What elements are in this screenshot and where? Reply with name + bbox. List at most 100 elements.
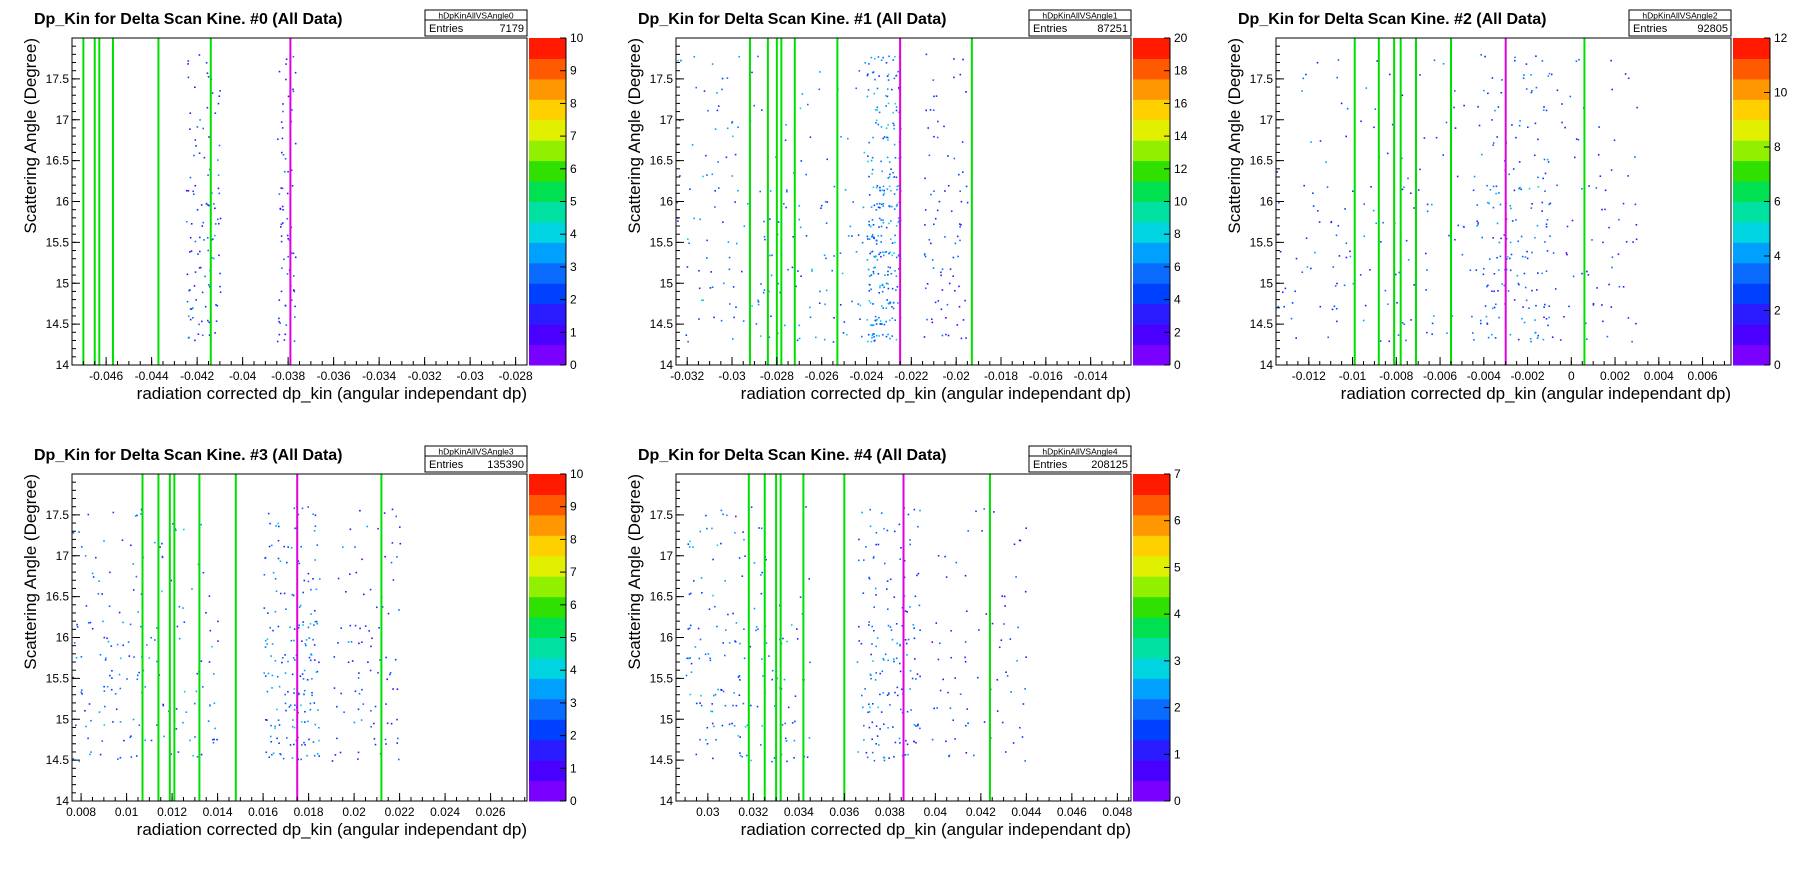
data-point <box>892 658 895 660</box>
data-point <box>99 653 102 656</box>
color-scale-segment <box>1133 303 1170 325</box>
data-point <box>874 266 876 269</box>
data-point <box>1419 74 1421 76</box>
data-point <box>1491 290 1493 292</box>
data-point <box>893 252 895 254</box>
data-point <box>688 627 691 630</box>
x-tick-label: -0.032 <box>670 369 704 383</box>
data-point <box>1632 241 1634 243</box>
data-point <box>1488 202 1490 205</box>
data-point <box>861 694 863 697</box>
data-point <box>860 642 863 645</box>
data-point <box>1493 273 1496 275</box>
data-point <box>907 513 910 516</box>
data-point <box>271 687 273 689</box>
data-point <box>1379 340 1382 342</box>
data-point <box>983 721 986 723</box>
data-point <box>919 629 921 631</box>
data-point <box>950 656 952 659</box>
data-point <box>1565 252 1568 254</box>
data-point <box>1476 225 1478 227</box>
data-point <box>1496 136 1498 138</box>
data-point <box>133 656 135 658</box>
data-point <box>215 304 217 306</box>
data-point <box>156 660 158 663</box>
data-point <box>866 756 869 759</box>
data-point <box>1302 77 1305 80</box>
data-point <box>293 289 295 291</box>
data-point <box>689 188 691 190</box>
data-point <box>1013 543 1016 546</box>
data-point <box>1487 284 1489 287</box>
data-point <box>881 283 884 286</box>
data-point <box>893 176 895 178</box>
data-point <box>163 735 165 738</box>
color-scale-segment <box>529 678 566 700</box>
data-point <box>377 671 379 674</box>
data-point <box>889 337 891 340</box>
y-tick-label: 17 <box>1260 113 1274 127</box>
data-point <box>345 591 347 593</box>
data-point <box>1497 106 1500 108</box>
data-point <box>277 719 280 721</box>
data-point <box>1552 252 1555 254</box>
data-point <box>900 688 903 691</box>
data-point <box>354 546 356 548</box>
color-scale-segment <box>529 535 566 557</box>
data-point <box>863 724 865 727</box>
data-point <box>307 626 310 629</box>
data-point <box>886 156 889 159</box>
data-point <box>218 144 221 147</box>
data-point <box>213 673 215 675</box>
x-tick-label: 0.01 <box>115 805 139 819</box>
data-point <box>182 607 184 609</box>
data-point <box>706 726 709 729</box>
data-point <box>313 702 316 704</box>
data-point <box>301 507 304 510</box>
data-point <box>911 677 914 680</box>
data-point <box>85 725 87 728</box>
x-tick-label: -0.004 <box>1467 369 1501 383</box>
data-point <box>1516 274 1519 277</box>
z-tick-label: 10 <box>570 467 584 481</box>
data-point <box>370 645 372 648</box>
data-point <box>297 513 300 516</box>
data-point <box>265 751 268 754</box>
data-point <box>1501 79 1503 81</box>
data-point <box>353 721 356 724</box>
data-point <box>1556 89 1559 92</box>
data-point <box>138 671 140 674</box>
data-point <box>711 710 714 713</box>
data-point <box>900 708 902 711</box>
data-point <box>278 685 281 688</box>
data-point <box>792 236 794 238</box>
data-point <box>281 267 283 269</box>
data-point <box>1534 332 1537 334</box>
data-point <box>293 709 296 711</box>
y-axis-label: Scattering Angle (Degree) <box>21 474 40 670</box>
data-point <box>909 539 911 541</box>
data-point <box>73 642 76 644</box>
data-point <box>875 743 877 745</box>
data-point <box>916 673 919 675</box>
data-point <box>208 136 210 138</box>
data-point <box>763 220 765 223</box>
data-point <box>1482 273 1485 276</box>
data-point <box>1305 237 1308 239</box>
data-point <box>794 695 797 697</box>
data-point <box>1003 595 1006 598</box>
data-point <box>132 589 135 591</box>
color-scale-segment <box>1133 719 1170 741</box>
data-point <box>948 754 951 757</box>
data-point <box>882 137 884 140</box>
data-point <box>270 741 273 743</box>
data-point <box>833 317 835 319</box>
data-point <box>1549 202 1552 205</box>
color-scale-segment <box>529 474 566 495</box>
data-point <box>289 704 292 706</box>
data-point <box>870 677 872 680</box>
data-point <box>880 241 882 243</box>
data-point <box>195 145 197 147</box>
data-point <box>197 333 200 335</box>
